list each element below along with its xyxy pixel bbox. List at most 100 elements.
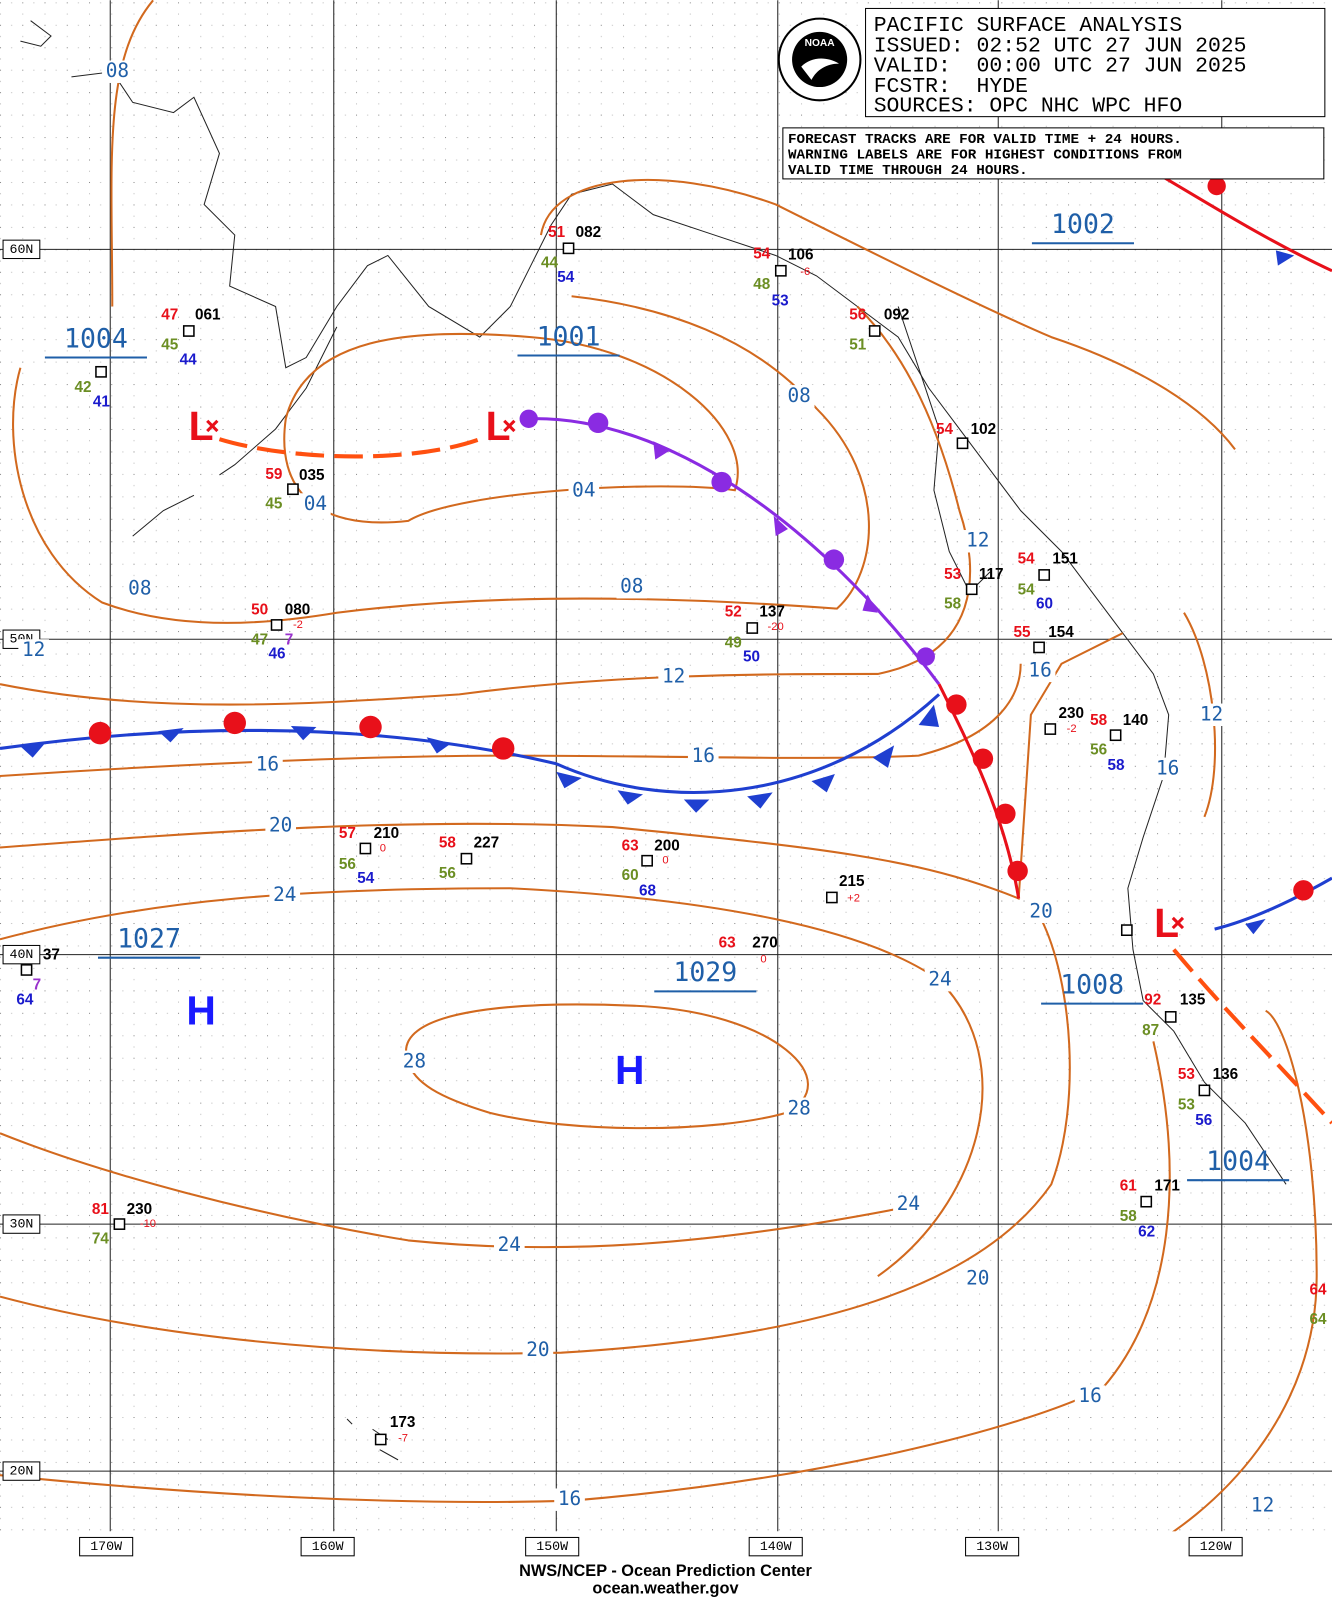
station-value: 173: [390, 1414, 416, 1431]
station-value: 140: [1123, 712, 1149, 729]
header-box: [865, 7, 1326, 118]
lon-label: 140W: [760, 1539, 792, 1554]
station-value: 42: [75, 379, 92, 396]
isobar-label: 24: [928, 968, 951, 991]
station-value: 58: [439, 834, 457, 851]
isobar-label: 16: [1156, 756, 1179, 779]
station-value: 44: [541, 255, 559, 272]
isobar-label: 12: [966, 529, 989, 552]
station-marker: [1198, 1084, 1211, 1097]
isobar-label: 12: [1251, 1493, 1274, 1516]
station-value: 230: [1058, 705, 1084, 722]
lon-label: 150W: [536, 1539, 568, 1554]
station-value: 46: [268, 646, 285, 663]
station-value: 57: [339, 825, 356, 842]
station-marker: [1044, 723, 1057, 735]
note: FORECAST TRACKS ARE FOR VALID TIME + 24 …: [788, 132, 1182, 148]
station-value: 59: [265, 466, 282, 483]
lat-label-box: [2, 944, 41, 965]
station-value: -2: [293, 619, 303, 631]
station-marker: [1140, 1195, 1153, 1208]
isobar-label-bg: [554, 1488, 585, 1511]
station-value: 117: [979, 566, 1004, 583]
isobar-label: 20: [269, 814, 292, 837]
station-marker: [270, 619, 283, 631]
footer-line: ocean.weather.gov: [592, 1580, 739, 1598]
graticule: [0, 0, 1332, 1532]
station-value: 55: [1014, 624, 1032, 641]
low-cross: [206, 419, 219, 433]
lon-label: 160W: [312, 1539, 344, 1554]
station-marker: [359, 842, 372, 855]
station-marker: [374, 1433, 387, 1446]
lat-label: 30N: [10, 1217, 34, 1232]
station-value: 48: [753, 276, 771, 293]
station-marker: [965, 583, 978, 596]
station-value: 64: [1310, 1311, 1328, 1328]
lon-label: 170W: [90, 1539, 122, 1554]
station-value: 54: [753, 245, 771, 262]
station-value: 102: [971, 421, 997, 438]
isobar-label: 24: [897, 1192, 920, 1215]
lon-label-box: [300, 1536, 355, 1557]
station-value: 47: [161, 307, 178, 324]
lon-label: 130W: [976, 1539, 1008, 1554]
lat-label-box: [2, 239, 41, 260]
isobar-label: 08: [106, 59, 129, 82]
lat-label: 40N: [10, 947, 34, 962]
isobar-label: 16: [558, 1487, 581, 1510]
isobar-label-bg: [1247, 1494, 1278, 1518]
station-value: 54: [357, 870, 375, 887]
station-value: 136: [1213, 1066, 1239, 1083]
station-value: 63: [622, 837, 639, 854]
station-marker: [746, 622, 759, 634]
isobar-label: 04: [572, 479, 595, 502]
center-symbol: H: [186, 988, 215, 1034]
station-value: 137: [759, 604, 785, 621]
isobar-label-bg: [962, 530, 994, 553]
station-value: 270: [752, 934, 778, 951]
isobar-label-bg: [1025, 900, 1057, 923]
station-marker: [460, 852, 473, 865]
lon-label-box: [525, 1536, 580, 1557]
pressure-label: 1027: [117, 923, 181, 954]
isobar-label: 16: [692, 744, 715, 767]
isobar-label-bg: [783, 1097, 815, 1120]
station-marker: [825, 891, 838, 904]
isobar-label-bg: [124, 578, 156, 601]
isobar-label: 12: [22, 638, 45, 661]
forecaster: FCSTR: HYDE: [874, 75, 1028, 99]
isobar-label-bg: [399, 1050, 430, 1074]
lon-label: 120W: [1200, 1539, 1232, 1554]
fronts: [0, 152, 1332, 1125]
isobar-label-bg: [1024, 659, 1056, 683]
station-marker: [1120, 924, 1133, 937]
pressure-label: 1002: [1051, 209, 1115, 240]
isobar-label-bg: [265, 814, 296, 838]
station-value: 64: [1310, 1281, 1328, 1298]
low-cross: [1171, 916, 1185, 930]
station-marker: [20, 964, 33, 976]
center-symbol: H: [615, 1047, 644, 1093]
station-value: 50: [743, 649, 760, 666]
station-value: 50: [251, 602, 268, 619]
station-value: 080: [285, 602, 311, 619]
isobar-label: 16: [1028, 658, 1051, 681]
isobar-label: 24: [498, 1233, 521, 1256]
station-value: 0: [380, 842, 386, 854]
station-marker: [774, 264, 787, 277]
station-value: 47: [251, 631, 268, 648]
station-value: 44: [180, 352, 198, 369]
station-value: 60: [622, 867, 639, 884]
station-value: 53: [1178, 1066, 1195, 1083]
footer-line: NWS/NCEP - Ocean Prediction Center: [519, 1562, 812, 1580]
station-value: 092: [884, 307, 910, 324]
station-value: 54: [1018, 551, 1036, 568]
isobar-label: 12: [662, 665, 685, 688]
isobar-label: 20: [1029, 899, 1052, 922]
station-value: 200: [654, 837, 680, 854]
station-value: -2: [1067, 723, 1077, 735]
isobar-label: 08: [128, 577, 151, 600]
isobar-label-bg: [1074, 1385, 1106, 1408]
